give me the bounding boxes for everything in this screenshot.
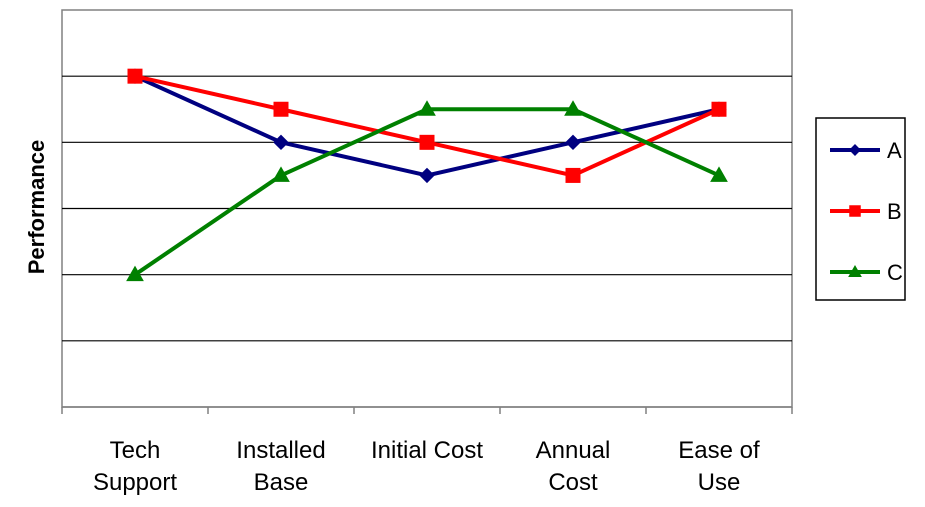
x-tick-label-line: Support — [93, 469, 177, 496]
data-point — [710, 166, 728, 182]
y-axis-title: Performance — [24, 140, 49, 275]
legend-item-b: B — [830, 199, 902, 224]
x-tick-label-line: Tech — [110, 437, 161, 464]
data-point — [711, 101, 727, 117]
x-tick-label: Annual Cost — [536, 437, 611, 496]
data-point — [418, 100, 436, 116]
x-tick-label: Initial Cost — [371, 437, 483, 464]
x-tick-labels: Tech Support Installed Base Initial Cost Annu… — [93, 437, 760, 496]
x-tick-label-line: Use — [698, 469, 741, 496]
data-point — [565, 167, 581, 183]
x-axis — [61, 406, 793, 414]
legend-label: A — [887, 138, 902, 163]
legend-marker — [849, 144, 861, 156]
series-b — [127, 68, 727, 183]
x-tick-label: Ease of Use — [678, 437, 760, 496]
data-point — [419, 134, 435, 150]
x-tick-label-line: Installed — [236, 437, 325, 464]
data-point — [273, 101, 289, 117]
x-tick-label: Installed Base — [236, 437, 325, 496]
data-point — [272, 166, 290, 182]
legend-label: C — [887, 260, 903, 285]
legend-item-c: C — [830, 260, 903, 285]
legend-marker — [848, 264, 862, 277]
legend-item-a: A — [830, 138, 902, 163]
data-point — [419, 167, 435, 184]
x-tick-label-line: Base — [254, 469, 309, 496]
x-tick-label: Tech Support — [93, 437, 177, 496]
x-tick-label-line: Ease of — [678, 437, 760, 464]
x-tick-label-line: Initial Cost — [371, 437, 483, 464]
x-tick-label-line: Annual — [536, 437, 611, 464]
data-point — [127, 68, 143, 84]
series-c — [126, 100, 728, 282]
legend: A B C — [815, 117, 906, 301]
data-point — [126, 265, 144, 282]
legend-label: B — [887, 199, 902, 224]
x-tick-label-line: Cost — [548, 469, 598, 496]
legend-marker — [849, 205, 861, 217]
data-point — [564, 100, 582, 116]
data-point — [273, 134, 289, 151]
data-point — [565, 134, 581, 151]
gridlines — [62, 75, 792, 342]
series-group — [126, 68, 728, 282]
